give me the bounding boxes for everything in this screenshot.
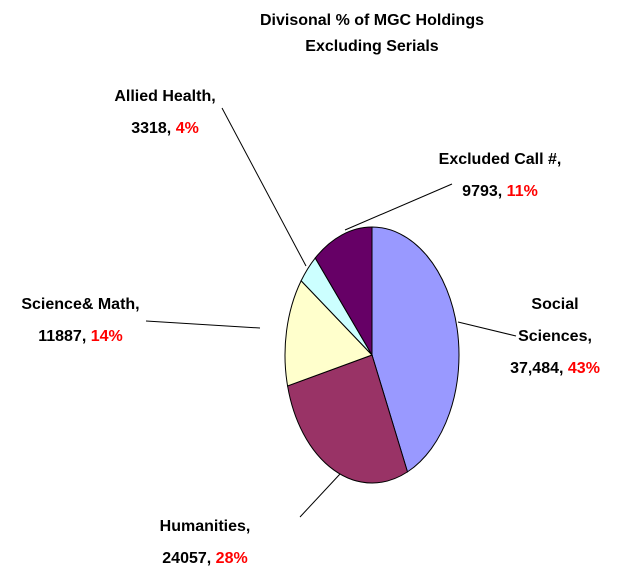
leader-line — [145, 320, 261, 329]
value-label: 24057, — [162, 550, 212, 567]
percent-label: 28% — [215, 550, 248, 567]
percent-label: 43% — [567, 360, 600, 377]
percent-label: 14% — [90, 328, 123, 345]
leader-line — [221, 107, 307, 267]
leader-line — [344, 183, 453, 231]
slice-label: Social Sciences, 37,484, 43% — [505, 289, 605, 385]
value-label: 11887, — [38, 328, 87, 345]
chart-title: Divisonal % of MGC Holdings Excluding Se… — [259, 12, 484, 55]
value-label: 3318, — [131, 120, 172, 137]
category-label: Excluded Call #, — [438, 151, 562, 168]
category-label: Science& Math, — [21, 296, 140, 313]
pie-slice — [284, 279, 373, 387]
value-label: 9793, — [462, 183, 503, 200]
pie-slice — [371, 226, 460, 473]
slice-label: Allied Health, 3318, 4% — [100, 81, 230, 145]
pie-slice — [287, 354, 409, 484]
percent-label: 11% — [506, 183, 538, 200]
slice-label: Excluded Call #, 9793, 11% — [435, 144, 565, 208]
leader-line — [457, 321, 517, 337]
leader-line — [299, 473, 341, 518]
category-label: Humanities, — [159, 518, 251, 535]
value-label: 37,484, — [510, 360, 564, 377]
pie-slice — [314, 226, 373, 357]
slice-label: Humanities, 24057, 28% — [140, 511, 270, 571]
percent-label: 4% — [175, 120, 199, 137]
slice-label: Science& Math, 11887, 14% — [8, 289, 153, 353]
category-label: Social Sciences, — [518, 296, 592, 345]
category-label: Allied Health, — [114, 88, 216, 105]
